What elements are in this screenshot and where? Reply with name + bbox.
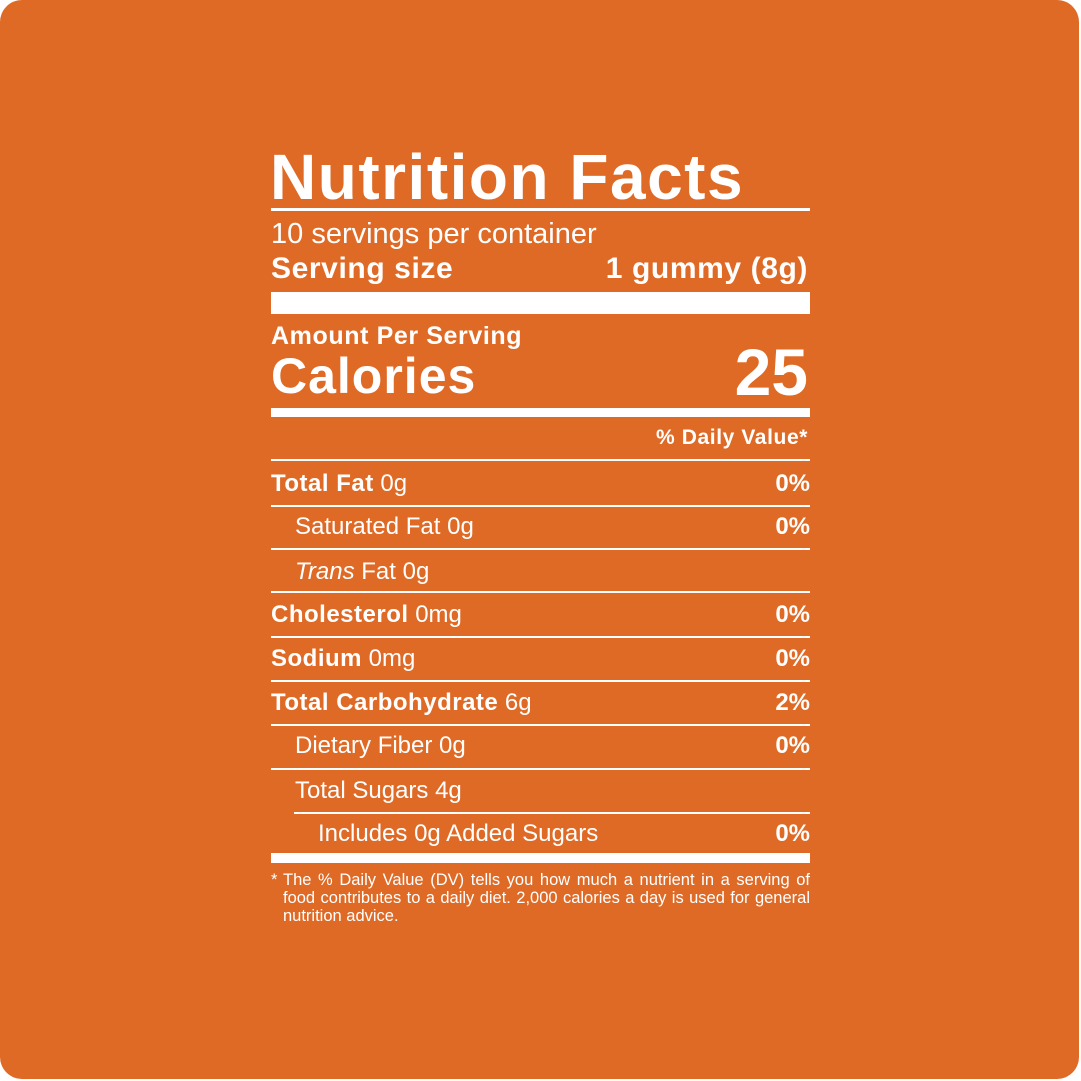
- nutrient-row: Includes 0g Added Sugars 0%: [271, 820, 810, 850]
- nutrient-name: Total Sugars 4g: [295, 777, 462, 805]
- rule: [271, 724, 810, 726]
- nutrient-name-text: Total Carbohydrate: [271, 689, 499, 716]
- title: Nutrition Facts: [270, 141, 745, 213]
- footnote-text: The % Daily Value (DV) tells you how muc…: [283, 871, 810, 925]
- calories-label: Calories: [271, 348, 477, 404]
- nutrient-name-text: Saturated Fat: [295, 513, 441, 540]
- medium-rule: [271, 408, 810, 417]
- daily-value: 0%: [775, 601, 810, 628]
- nutrient-row: Sodium 0mg 0%: [271, 645, 810, 675]
- nutrient-name: Includes 0g Added Sugars: [318, 820, 598, 848]
- nutrient-name-text: Dietary Fiber: [295, 732, 433, 759]
- rule: [271, 505, 810, 507]
- nutrient-amount: 0g: [439, 732, 466, 759]
- amount-per-serving: Amount Per Serving: [271, 322, 523, 350]
- serving-size-label: Serving size: [271, 252, 454, 285]
- daily-value: 0%: [775, 513, 810, 540]
- nutrient-name: Sodium 0mg: [271, 645, 415, 673]
- nutrient-amount: 0g Added Sugars: [414, 820, 599, 847]
- serving-size-value: 1 gummy (8g): [605, 252, 808, 285]
- rule: [271, 459, 810, 461]
- servings: 10 servings per container: [271, 218, 597, 250]
- nutrient-name-text: Sodium: [271, 645, 362, 672]
- nutrient-row: Total Sugars 4g: [271, 777, 810, 807]
- daily-value: 2%: [775, 689, 810, 716]
- nutrient-name: Total Carbohydrate 6g: [271, 689, 532, 717]
- rule: [271, 208, 810, 211]
- nutrient-name-italic: Trans: [295, 558, 355, 585]
- calories-value: 25: [734, 335, 808, 409]
- rule: [294, 812, 810, 814]
- daily-value: 0%: [775, 820, 810, 847]
- daily-value: 0%: [775, 732, 810, 759]
- nutrient-name: Trans Fat 0g: [295, 558, 429, 586]
- nutrient-amount: 4g: [435, 777, 462, 804]
- nutrient-amount: 0mg: [415, 601, 462, 628]
- rule: [271, 591, 810, 593]
- rule: [271, 768, 810, 770]
- nutrient-row: Total Fat 0g 0%: [271, 470, 810, 500]
- daily-value: 0%: [775, 645, 810, 672]
- daily-value: 0%: [775, 470, 810, 497]
- nutrient-amount: 0g: [402, 558, 430, 585]
- nutrient-name-text: Fat: [361, 558, 396, 585]
- nutrient-amount: 0g: [380, 470, 408, 497]
- nutrient-name-text: Total Fat: [271, 470, 374, 497]
- nutrient-row: Dietary Fiber 0g 0%: [271, 732, 810, 762]
- nutrient-name: Total Fat 0g: [271, 470, 407, 498]
- nutrient-name-text: Total Sugars: [295, 777, 429, 804]
- rule: [271, 548, 810, 550]
- nutrient-row: Trans Fat 0g: [271, 558, 810, 588]
- nutrient-name: Cholesterol 0mg: [271, 601, 462, 629]
- nutrient-row: Total Carbohydrate 6g 2%: [271, 689, 810, 719]
- rule: [271, 680, 810, 682]
- nutrient-amount: 6g: [504, 689, 532, 716]
- nutrient-row: Cholesterol 0mg 0%: [271, 601, 810, 631]
- nutrient-name: Dietary Fiber 0g: [295, 732, 466, 760]
- nutrient-amount: 0mg: [368, 645, 416, 672]
- thick-rule: [271, 853, 810, 863]
- nutrient-name-text: Cholesterol: [271, 601, 409, 628]
- nutrient-amount: 0g: [447, 513, 474, 540]
- daily-value-header: % Daily Value*: [656, 426, 808, 449]
- thick-rule: [271, 292, 810, 314]
- nutrient-name: Saturated Fat 0g: [295, 513, 474, 541]
- nutrient-name-text: Includes: [318, 820, 408, 847]
- rule: [271, 636, 810, 638]
- footnote-mark: *: [271, 871, 278, 889]
- nutrient-row: Saturated Fat 0g 0%: [271, 513, 810, 543]
